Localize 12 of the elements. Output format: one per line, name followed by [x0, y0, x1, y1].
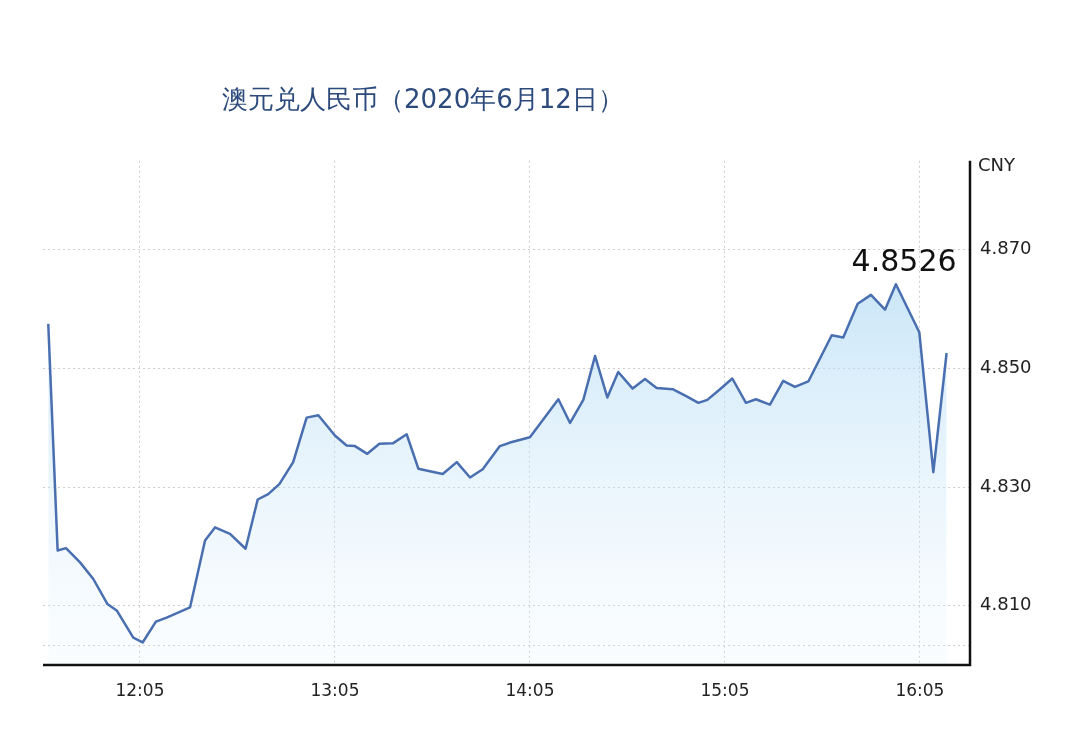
y-tick-label: 4.810: [980, 593, 1032, 615]
x-tick-label: 12:05: [115, 679, 165, 700]
chart-title: 澳元兑人民币（2020年6月12日）: [222, 83, 624, 116]
y-tick-label: 4.850: [980, 356, 1032, 378]
x-tick-label: 13:05: [310, 679, 360, 700]
x-tick-label: 16:05: [895, 679, 945, 700]
y-tick-label: 4.870: [980, 237, 1032, 259]
y-tick-label: 4.830: [980, 474, 1032, 496]
x-tick-label: 15:05: [700, 679, 750, 700]
x-tick-label: 14:05: [505, 679, 555, 700]
y-axis-title: CNY: [978, 154, 1017, 176]
annotation: 4.8526: [851, 242, 957, 278]
